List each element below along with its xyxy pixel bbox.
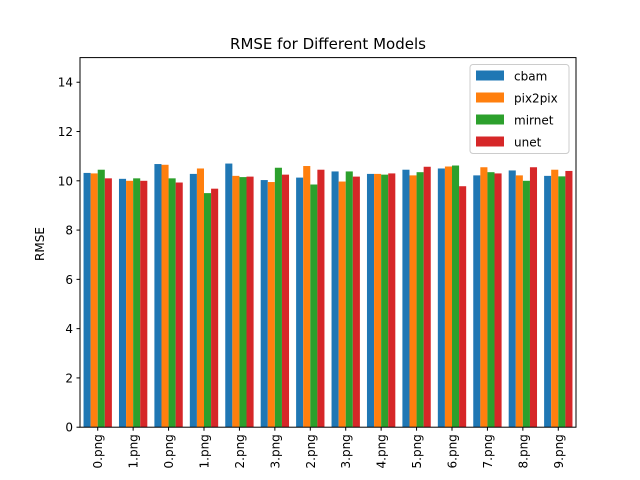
x-tick-label: 7.png (481, 434, 495, 468)
bar-unet-9 (423, 166, 431, 428)
bar-cbam-10 (437, 168, 445, 428)
y-tick-label: 4 (65, 322, 73, 336)
bar-unet-1 (140, 180, 148, 428)
bar-unet-3 (211, 188, 219, 428)
bar-cbam-0 (83, 172, 91, 428)
bar-mirnet-1 (133, 178, 141, 428)
bar-pix2pix-12 (515, 175, 523, 428)
bar-cbam-8 (366, 173, 375, 428)
y-tick-label: 0 (65, 421, 73, 435)
x-tick-label: 1.png (127, 434, 141, 468)
bar-pix2pix-11 (480, 167, 488, 428)
bar-mirnet-5 (274, 167, 282, 428)
bar-unet-4 (246, 176, 254, 428)
bar-pix2pix-5 (267, 182, 275, 428)
bar-pix2pix-0 (90, 173, 98, 428)
bar-pix2pix-6 (303, 166, 311, 428)
x-axis: 0.png 1.png 0.png 1.png 2.png 3.png 2.png 3.png… (91, 427, 566, 468)
bar-mirnet-12 (522, 180, 530, 428)
bar-mirnet-4 (239, 177, 247, 428)
bar-cbam-6 (296, 177, 304, 428)
x-tick-label: 3.png (268, 434, 282, 468)
bar-mirnet-7 (345, 171, 353, 428)
bar-cbam-7 (331, 171, 339, 428)
y-axis: 0 2 4 6 8 10 12 14 (58, 76, 80, 435)
legend-swatch-cbam (476, 70, 504, 81)
x-tick-label: 0.png (91, 434, 105, 468)
bar-unet-2 (175, 182, 183, 428)
bar-unet-6 (317, 169, 325, 428)
bar-mirnet-2 (168, 178, 176, 428)
bar-pix2pix-1 (126, 180, 134, 428)
bar-mirnet-3 (204, 193, 212, 428)
bar-pix2pix-7 (338, 181, 346, 428)
y-tick-label: 14 (58, 76, 73, 90)
bar-unet-12 (529, 167, 538, 428)
y-tick-label: 6 (65, 273, 73, 287)
bar-unet-0 (104, 178, 112, 428)
bar-pix2pix-4 (232, 175, 240, 428)
bar-mirnet-9 (416, 172, 424, 428)
bar-unet-7 (352, 176, 360, 428)
legend-swatch-mirnet (476, 114, 504, 125)
bar-cbam-4 (225, 163, 233, 428)
x-tick-label: 2.png (233, 434, 247, 468)
bar-cbam-3 (189, 173, 197, 428)
bar-mirnet-6 (310, 184, 318, 428)
bar-unet-8 (388, 173, 396, 428)
x-tick-label: 2.png (304, 434, 318, 468)
bar-mirnet-13 (558, 176, 566, 428)
x-tick-label: 5.png (410, 434, 424, 468)
bar-unet-5 (281, 174, 290, 428)
legend-label-mirnet: mirnet (514, 114, 554, 128)
legend-label-unet: unet (514, 136, 542, 150)
x-tick-label: 3.png (339, 434, 353, 468)
x-tick-label: 8.png (516, 434, 530, 468)
bar-pix2pix-8 (374, 173, 382, 428)
legend: cbam pix2pix mirnet unet (469, 64, 570, 154)
bar-cbam-11 (473, 175, 481, 428)
bar-unet-11 (494, 173, 502, 428)
y-tick-label: 2 (65, 371, 73, 385)
bar-pix2pix-13 (551, 169, 559, 428)
bar-cbam-5 (260, 180, 268, 428)
y-tick-label: 10 (58, 174, 73, 188)
bar-unet-10 (459, 186, 467, 428)
x-tick-label: 4.png (375, 434, 389, 468)
bar-cbam-1 (118, 178, 127, 428)
y-tick-label: 12 (58, 125, 73, 139)
bars-group (83, 163, 573, 428)
bar-mirnet-11 (487, 172, 495, 428)
bar-mirnet-8 (381, 174, 389, 428)
legend-label-pix2pix: pix2pix (514, 92, 558, 106)
plot-frame (79, 57, 577, 428)
bar-unet-13 (565, 170, 573, 428)
legend-box (469, 64, 570, 154)
bar-cbam-9 (402, 169, 410, 428)
chart-title: RMSE for Different Models (230, 35, 426, 53)
bar-pix2pix-10 (444, 166, 452, 428)
y-axis-label: RMSE (33, 227, 47, 261)
bar-pix2pix-2 (161, 164, 169, 428)
x-tick-label: 0.png (162, 434, 176, 468)
bar-cbam-13 (544, 175, 552, 428)
bar-pix2pix-3 (196, 168, 204, 428)
legend-swatch-unet (476, 136, 504, 147)
bar-mirnet-0 (97, 169, 105, 428)
legend-swatch-pix2pix (476, 92, 504, 103)
y-tick-label: 8 (65, 224, 73, 238)
x-tick-label: 9.png (552, 434, 566, 468)
bar-mirnet-10 (452, 165, 460, 428)
legend-label-cbam: cbam (514, 70, 547, 84)
bar-pix2pix-9 (409, 175, 417, 428)
x-tick-label: 6.png (446, 434, 460, 468)
bar-cbam-2 (154, 164, 162, 428)
x-tick-label: 1.png (198, 434, 212, 468)
bar-cbam-12 (508, 170, 516, 428)
